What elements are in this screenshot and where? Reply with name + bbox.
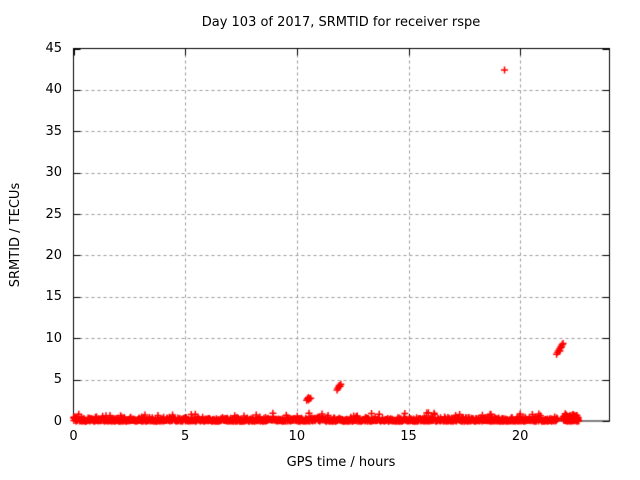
y-tick-label: 5: [53, 372, 62, 388]
x-tick-label: 0: [69, 429, 78, 444]
y-tick-label: 25: [45, 206, 62, 222]
y-tick-label: 20: [45, 247, 62, 263]
x-tick-label: 20: [511, 429, 529, 444]
y-tick-label: 30: [45, 165, 62, 181]
y-tick-label: 15: [45, 289, 62, 305]
y-tick-label: 0: [53, 413, 62, 429]
x-tick-label: 5: [181, 429, 190, 444]
y-tick-label: 10: [45, 330, 62, 346]
y-tick-label: 35: [45, 123, 62, 139]
chart-title: Day 103 of 2017, SRMTID for receiver rsp…: [201, 15, 481, 30]
y-tick-label: 40: [45, 82, 62, 98]
x-tick-label: 15: [400, 429, 417, 444]
y-tick-label: 45: [45, 41, 62, 56]
x-axis-label: GPS time / hours: [286, 455, 396, 470]
x-tick-label: 10: [288, 429, 306, 444]
